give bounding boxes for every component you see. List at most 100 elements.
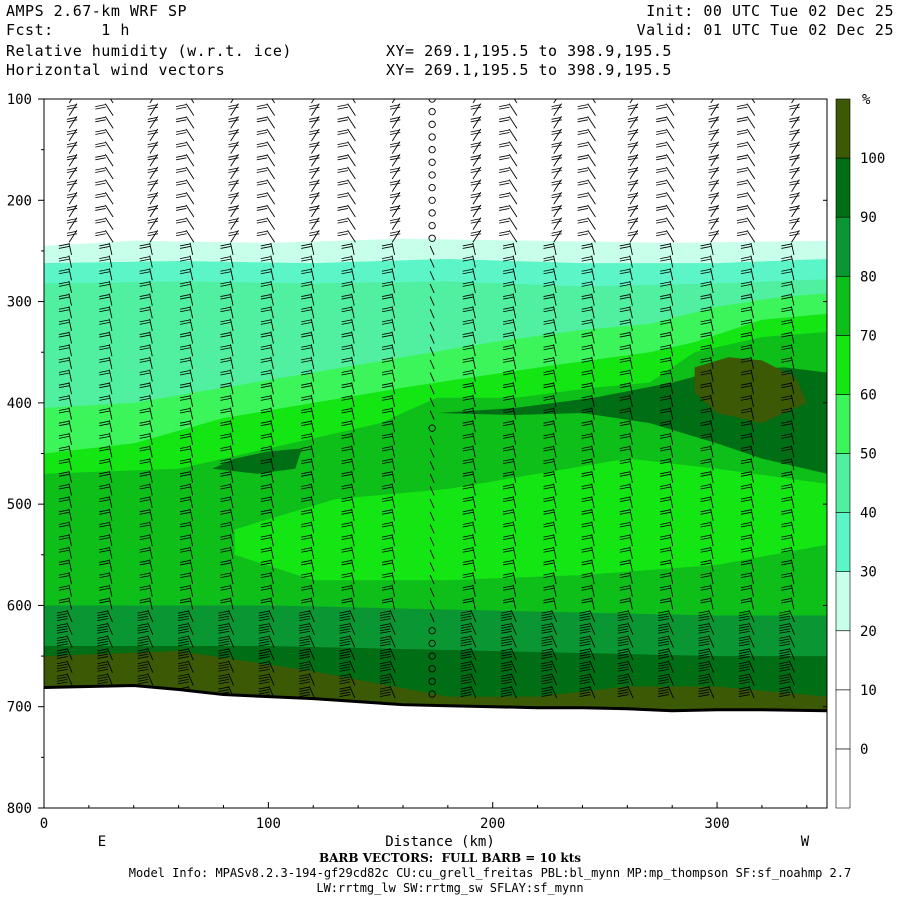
barb-shaft xyxy=(710,103,719,116)
barb-shaft xyxy=(472,242,476,256)
colorbar-label: 80 xyxy=(860,269,877,285)
barb-shaft xyxy=(108,546,113,559)
barb-shaft xyxy=(391,597,396,610)
barb-flag xyxy=(470,205,481,209)
barb-shaft xyxy=(68,546,72,559)
barb-flag xyxy=(220,370,231,373)
barb-flag xyxy=(95,95,105,97)
barb-flag xyxy=(339,628,351,632)
barb-shaft xyxy=(429,536,435,547)
barb-flag xyxy=(97,648,108,652)
barb-flag xyxy=(781,332,792,335)
barb-flag xyxy=(177,663,189,667)
barb-flag xyxy=(660,347,671,351)
terrain xyxy=(43,683,828,808)
barb-flag xyxy=(619,509,630,513)
barb-flag xyxy=(179,271,191,275)
barb-flag xyxy=(179,461,191,465)
barb-flag xyxy=(381,587,393,591)
barb-shaft xyxy=(708,673,715,686)
barb-shaft xyxy=(587,217,596,230)
colorbar-segment xyxy=(835,275,851,336)
barb-flag xyxy=(175,220,187,224)
barb-flag xyxy=(339,641,351,644)
barb-flag xyxy=(341,385,352,389)
barb-shaft xyxy=(788,673,795,686)
barb-flag xyxy=(660,458,671,462)
barb-shaft xyxy=(669,521,674,534)
barb-flag xyxy=(99,461,110,465)
barb-flag xyxy=(781,562,792,566)
barb-shaft xyxy=(351,521,355,534)
barb-flag xyxy=(543,471,554,475)
barb-flag xyxy=(581,408,592,411)
barb-shaft xyxy=(710,99,714,104)
barb-shaft xyxy=(68,141,78,154)
barb-flag xyxy=(503,246,514,249)
barb-flag xyxy=(258,615,270,619)
barb-shaft xyxy=(389,685,396,699)
barb-shaft xyxy=(347,204,356,218)
barb-shaft xyxy=(746,204,756,218)
barb-flag xyxy=(179,598,191,601)
barb-flag xyxy=(460,643,472,647)
barb-shaft xyxy=(68,99,73,104)
barb-shaft xyxy=(347,217,356,230)
barb-flag xyxy=(137,615,149,619)
barb-shaft xyxy=(748,673,755,686)
barb-flag xyxy=(220,511,231,515)
barb-shaft xyxy=(68,217,78,230)
barb-flag xyxy=(617,663,629,667)
barb-flag xyxy=(627,218,638,221)
barb-flag xyxy=(228,129,239,133)
barb-shaft xyxy=(68,458,72,471)
barb-shaft xyxy=(310,496,315,509)
barb-flag xyxy=(738,625,750,629)
barb-column xyxy=(577,99,596,699)
barb-flag xyxy=(301,534,312,538)
barb-flag xyxy=(581,585,592,589)
barb-shaft xyxy=(189,584,194,597)
barb-flag xyxy=(260,499,272,503)
barb-flag xyxy=(220,347,231,351)
barb-shaft xyxy=(629,382,633,395)
barb-shaft xyxy=(510,635,517,648)
barb-shaft xyxy=(553,192,562,205)
barb-flag xyxy=(97,661,108,665)
barb-flag xyxy=(503,332,514,335)
barb-flag xyxy=(619,281,630,285)
barb-flag xyxy=(543,370,554,373)
barb-flag xyxy=(58,572,70,576)
barb-flag xyxy=(97,613,108,616)
barb-flag xyxy=(738,694,750,697)
barb-flag xyxy=(179,268,191,272)
barb-flag xyxy=(58,306,70,310)
barb-flag xyxy=(95,144,106,148)
barb-flag xyxy=(301,547,312,551)
barb-flag xyxy=(781,560,792,563)
y-tick-label: 200 xyxy=(7,193,32,209)
barb-shaft xyxy=(270,242,274,256)
y-tick-label: 400 xyxy=(7,396,32,412)
barb-flag xyxy=(779,651,790,654)
barb-flag xyxy=(139,537,151,541)
barb-flag xyxy=(700,471,711,475)
barb-flag xyxy=(95,195,106,199)
barb-shaft xyxy=(351,382,355,395)
barb-flag xyxy=(740,294,752,297)
barb-flag xyxy=(462,600,474,604)
barb-flag xyxy=(139,575,151,578)
barb-flag xyxy=(58,522,70,525)
barb-shaft xyxy=(472,559,476,572)
barb-flag xyxy=(579,643,591,647)
barb-flag xyxy=(619,499,631,503)
barb-flag xyxy=(341,524,352,528)
colorbar-segment xyxy=(835,216,851,277)
barb-shaft xyxy=(187,622,194,635)
barb-shaft xyxy=(149,584,153,597)
barb-shaft xyxy=(230,217,239,230)
barb-flag xyxy=(260,256,271,259)
barb-flag xyxy=(499,95,509,97)
barb-shaft xyxy=(68,154,78,167)
barb-flag xyxy=(58,509,70,513)
